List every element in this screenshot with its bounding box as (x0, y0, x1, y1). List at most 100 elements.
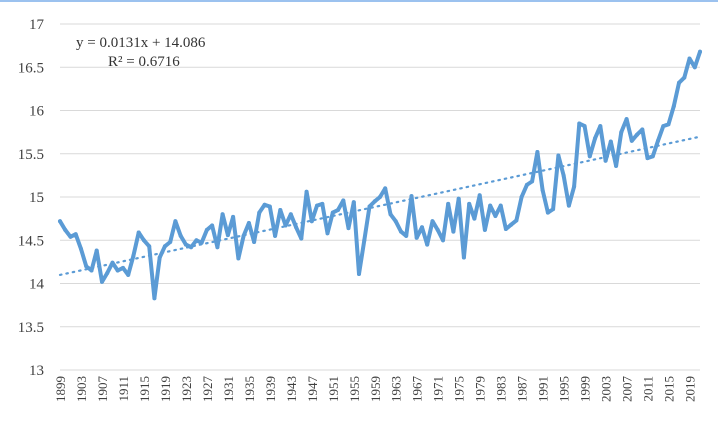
y-tick-label: 17 (29, 17, 45, 33)
data-point (173, 219, 178, 224)
trendline-equation: y = 0.0131x + 14.086 (76, 35, 206, 51)
data-point (115, 268, 120, 273)
data-point (262, 202, 267, 207)
data-point (666, 122, 671, 127)
data-point (372, 199, 377, 204)
data-point (614, 163, 619, 168)
data-point (545, 210, 550, 215)
data-point (278, 208, 283, 212)
data-point (325, 231, 330, 236)
y-tick-label: 13 (29, 363, 44, 379)
data-point (304, 189, 309, 194)
data-point (603, 158, 608, 163)
data-point (430, 219, 435, 224)
y-tick-label: 14 (29, 277, 45, 293)
gridlines (60, 23, 700, 371)
data-point (336, 208, 340, 212)
x-tick-label: 1931 (221, 376, 236, 402)
series-layer (58, 49, 702, 301)
data-point (524, 182, 529, 187)
data-point (309, 219, 314, 224)
data-point (204, 227, 209, 232)
data-point (362, 238, 367, 243)
data-point (582, 124, 587, 129)
data-point (656, 138, 660, 143)
data-point (687, 56, 692, 61)
data-point (68, 234, 73, 239)
data-point (446, 201, 451, 206)
y-tick-label: 14.5 (18, 233, 44, 249)
data-point (461, 255, 466, 260)
x-tick-label: 1975 (452, 376, 467, 402)
data-point (435, 227, 440, 232)
data-point (661, 124, 666, 129)
data-point (168, 240, 173, 244)
data-point (236, 256, 241, 261)
x-tick-label: 1983 (494, 376, 509, 402)
data-point (682, 75, 687, 80)
data-point (178, 233, 183, 238)
data-point (577, 121, 582, 126)
x-tick-label: 1915 (137, 376, 152, 402)
x-tick-label: 1927 (200, 376, 215, 403)
data-point (420, 225, 424, 230)
y-tick-label: 13.5 (18, 320, 44, 336)
x-tick-label: 1903 (74, 376, 89, 402)
data-point (540, 188, 545, 193)
data-point (126, 272, 131, 277)
data-point (624, 117, 629, 122)
x-tick-label: 1955 (347, 376, 362, 402)
data-point (225, 233, 230, 238)
y-tick-label: 15 (29, 190, 44, 206)
data-point (393, 219, 398, 224)
data-point (530, 179, 535, 184)
data-point (73, 232, 78, 237)
data-point (299, 236, 304, 241)
data-point (257, 210, 262, 215)
data-point (488, 203, 493, 208)
data-point (640, 127, 645, 132)
data-point (671, 104, 676, 109)
data-point (572, 184, 577, 189)
x-tick-label: 1987 (515, 376, 530, 403)
data-point (378, 195, 382, 199)
x-tick-label: 1899 (53, 376, 68, 402)
data-point (650, 154, 655, 159)
data-point (341, 198, 346, 203)
x-tick-label: 2019 (683, 376, 698, 402)
data-point (351, 200, 356, 205)
y-tick-label: 16 (29, 104, 45, 120)
data-point (63, 227, 68, 232)
data-point (493, 214, 498, 218)
x-tick-label: 1935 (242, 376, 257, 402)
data-point (629, 138, 634, 143)
data-point (84, 264, 89, 269)
data-point (608, 139, 613, 144)
x-tick-label: 1943 (284, 376, 299, 402)
data-point (441, 238, 445, 243)
data-point (210, 223, 215, 228)
trendline (58, 135, 702, 277)
x-tick-label: 2007 (620, 376, 635, 403)
top-border-rule (0, 0, 718, 2)
data-point (215, 245, 220, 250)
x-tick-label: 1967 (410, 376, 425, 403)
data-point (94, 248, 99, 253)
x-tick-label: 1999 (578, 376, 593, 402)
data-point (467, 201, 472, 206)
x-tick-label: 1923 (179, 376, 194, 402)
x-tick-label: 1911 (116, 376, 131, 402)
data-point (498, 203, 503, 208)
data-point (131, 253, 136, 258)
data-point (645, 156, 650, 161)
data-point (566, 203, 571, 208)
data-point (147, 244, 152, 249)
data-point (388, 212, 393, 217)
data-point (587, 154, 592, 159)
data-point (320, 201, 325, 206)
data-point (414, 235, 419, 240)
data-point (404, 233, 409, 238)
x-tick-label: 1995 (557, 376, 572, 402)
data-point (346, 226, 351, 231)
